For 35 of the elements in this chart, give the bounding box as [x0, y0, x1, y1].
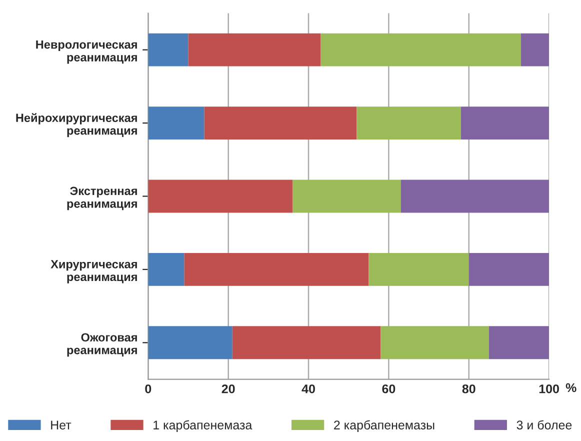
- x-axis-title: %: [566, 383, 576, 392]
- bar: [148, 33, 188, 66]
- y-tick-label: Нейрохирургическая реанимация: [16, 113, 137, 138]
- x-tick-label: 80: [462, 384, 476, 394]
- bar: [380, 326, 489, 360]
- x-tick-label: 20: [222, 384, 235, 394]
- bar: [204, 106, 357, 140]
- bar: [292, 180, 401, 213]
- y-tick-label: Неврологическая реанимация: [36, 40, 137, 64]
- x-tick-label: 0: [145, 384, 152, 394]
- bar: [488, 326, 550, 360]
- x-tick-label: 40: [302, 384, 315, 394]
- legend-label: Нет: [51, 420, 72, 430]
- bar: [188, 33, 321, 66]
- bar: [400, 180, 550, 213]
- bar: [148, 106, 204, 140]
- bar: [320, 33, 521, 66]
- y-tick-label: Хирургическая реанимация: [50, 260, 137, 284]
- bar: [232, 326, 381, 360]
- y-tick-label: Ожоговая реанимация: [67, 333, 137, 357]
- bar: [148, 252, 184, 286]
- y-tick-label: Экстренная реанимация: [67, 186, 137, 210]
- legend-label: 1 карбапенемаза: [154, 420, 252, 432]
- legend-label: 2 карбапенемазы: [334, 420, 434, 432]
- x-tick-label: 100: [539, 384, 559, 394]
- bar: [468, 252, 550, 286]
- bar: [184, 252, 369, 286]
- bar: [368, 252, 469, 286]
- bar: [148, 326, 232, 360]
- legend-label: 3 и более: [516, 420, 572, 430]
- bar: [460, 106, 550, 140]
- bar: [520, 33, 550, 66]
- bar: [148, 180, 292, 213]
- bar: [356, 106, 461, 140]
- x-tick-label: 60: [382, 384, 396, 394]
